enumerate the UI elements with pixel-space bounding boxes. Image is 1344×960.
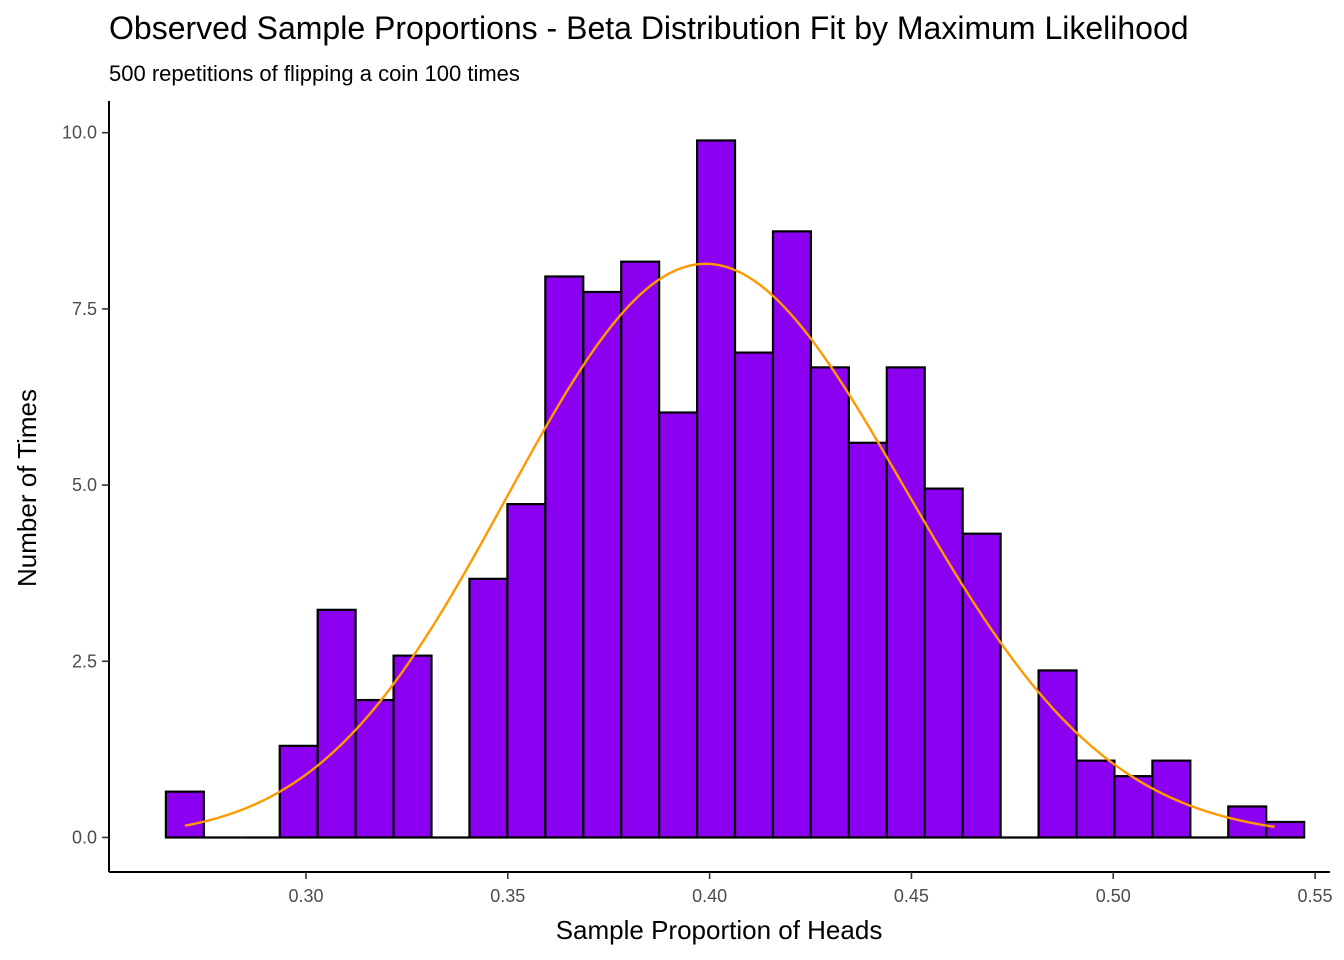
axes: 0.0 2.5 5.0 7.5 10.0 0.30 0.35 0.40 0.45 0.50 0.55 (62, 101, 1333, 906)
histogram-bar-8 (468, 577, 509, 839)
chart-subtitle: 500 repetitions of flipping a coin 100 t… (109, 61, 520, 86)
histogram-bar-3 (278, 744, 319, 839)
chart-title: Observed Sample Proportions - Beta Distr… (109, 10, 1189, 46)
y-tick-label: 0.0 (72, 827, 97, 847)
histogram-bar-13 (658, 411, 699, 839)
x-tick-label: 0.40 (692, 886, 727, 906)
histogram-bar-16 (771, 230, 813, 839)
histogram-bar-10 (544, 275, 585, 839)
y-tick-label: 10.0 (62, 123, 97, 143)
histogram-bar-0 (164, 790, 205, 839)
histogram-bars (164, 139, 1306, 839)
histogram-bar-19 (885, 366, 926, 839)
histogram-bar-11 (582, 290, 623, 839)
histogram-bar-18 (847, 441, 888, 839)
y-axis-title: Number of Times (12, 389, 42, 587)
x-tick-label: 0.45 (894, 886, 929, 906)
histogram-bar-20 (923, 487, 964, 839)
histogram-bar-29 (1265, 820, 1306, 839)
histogram-bar-5 (354, 698, 395, 839)
histogram-bar-24 (1075, 759, 1116, 839)
histogram-bar-4 (316, 608, 357, 839)
histogram-bar-12 (620, 260, 661, 839)
histogram-bar-23 (1037, 669, 1078, 839)
x-tick-label: 0.55 (1298, 886, 1333, 906)
histogram-bar-17 (809, 366, 850, 839)
y-tick-label: 5.0 (72, 475, 97, 495)
histogram-bar-21 (961, 532, 1002, 839)
x-axis-title: Sample Proportion of Heads (556, 915, 883, 945)
histogram-bar-15 (733, 351, 775, 839)
x-tick-label: 0.50 (1096, 886, 1131, 906)
histogram-bar-9 (506, 503, 547, 839)
beta-fit-curve (184, 262, 1275, 829)
y-tick-label: 7.5 (72, 299, 97, 319)
beta-fit-curve-layer (184, 262, 1275, 829)
x-tick-label: 0.30 (288, 886, 323, 906)
histogram-bar-14 (695, 139, 737, 839)
x-tick-label: 0.35 (490, 886, 525, 906)
y-tick-label: 2.5 (72, 651, 97, 671)
histogram-bar-6 (392, 654, 433, 839)
